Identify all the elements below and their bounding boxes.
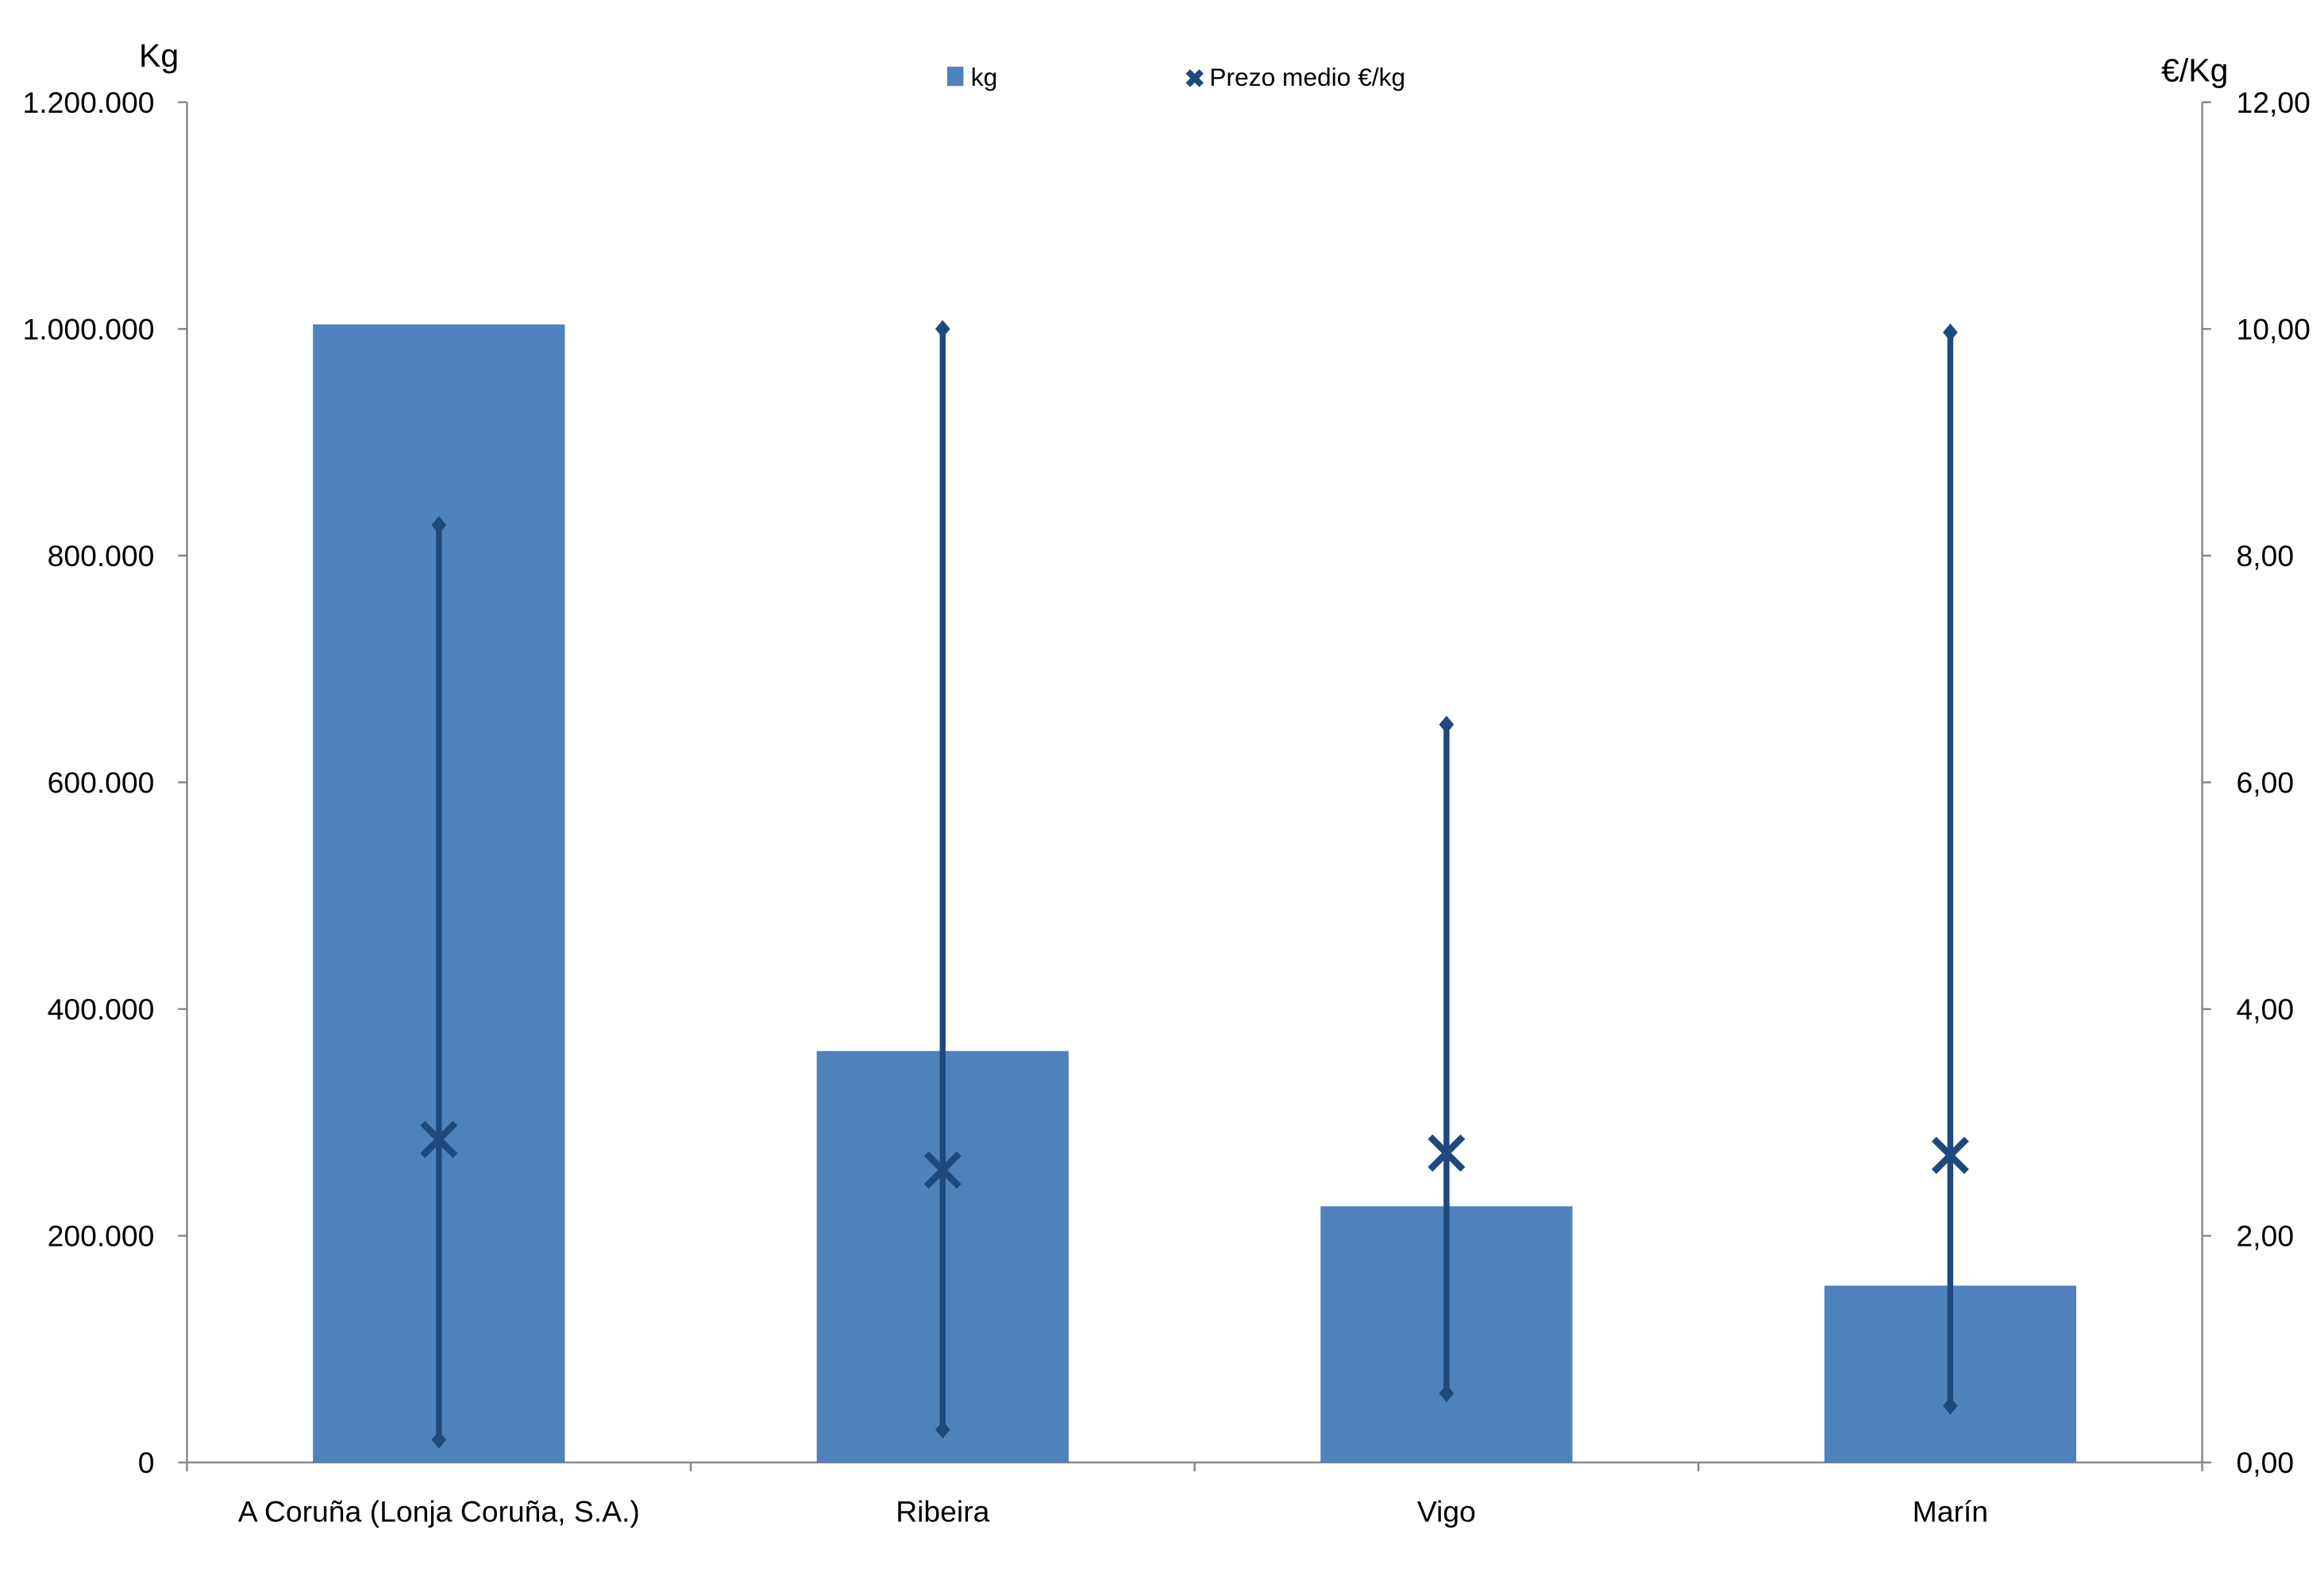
price-average-marker [1931, 1136, 1969, 1174]
legend-kg-swatch [946, 66, 964, 87]
price-max-marker [1943, 323, 1958, 341]
left-tick-label: 1.000.000 [22, 312, 154, 345]
price-min-marker [431, 1431, 447, 1449]
right-tick-label: 12,00 [2237, 86, 2311, 119]
right-axis-label: €/Kg [2161, 52, 2228, 89]
x-tick-label: A Coruña (Lonja Coruña, S.A.) [238, 1495, 640, 1528]
left-tick-label: 1.200.000 [22, 86, 154, 119]
left-tick-label: 400.000 [48, 992, 155, 1026]
x-tick-label: Ribeira [896, 1495, 989, 1528]
right-tick-label: 6,00 [2237, 765, 2295, 799]
bars [313, 324, 2076, 1463]
right-tick-label: 10,00 [2237, 312, 2311, 345]
left-tick-label: 0 [138, 1446, 155, 1479]
right-tick-label: 4,00 [2237, 992, 2295, 1026]
left-tick-label: 600.000 [48, 765, 155, 799]
price-max-marker [935, 320, 950, 338]
x-tick-label: Marín [1913, 1495, 1988, 1528]
left-tick-label: 800.000 [48, 539, 155, 572]
right-tick-label: 2,00 [2237, 1219, 2295, 1252]
legend-kg-label: kg [971, 63, 998, 91]
price-max-marker [1439, 715, 1455, 734]
left-axis-label: Kg [139, 37, 179, 74]
right-tick-label: 8,00 [2237, 539, 2295, 572]
price-average-marker [420, 1120, 458, 1158]
price-max-marker [431, 516, 447, 534]
price-average-marker [923, 1151, 962, 1189]
right-tick-label: 0,00 [2237, 1446, 2295, 1479]
x-tick-label: Vigo [1417, 1495, 1476, 1528]
left-tick-label: 200.000 [48, 1219, 155, 1252]
axes: 0 200.000 400.000 600.000 800.000 1.000.000 1.… [22, 86, 2310, 1528]
legend: kg ✖ Prezo medio €/kg [946, 63, 1405, 93]
legend-price-label: Prezo medio €/kg [1209, 63, 1405, 91]
price-ranges [420, 320, 1969, 1449]
legend-price-marker-icon: ✖ [1184, 64, 1205, 93]
price-min-marker [1439, 1384, 1455, 1403]
price-average-marker [1428, 1134, 1466, 1172]
